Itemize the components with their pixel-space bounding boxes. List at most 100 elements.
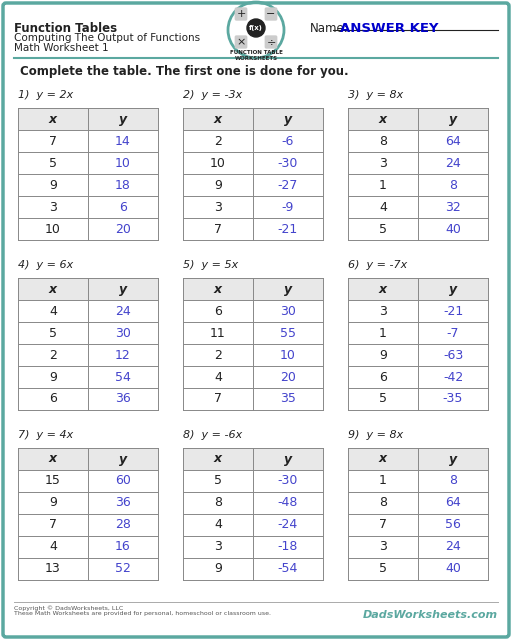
Text: 35: 35: [280, 392, 296, 406]
Text: ×: ×: [237, 37, 246, 47]
Bar: [183, 152, 323, 174]
Text: 20: 20: [115, 223, 131, 236]
Text: -63: -63: [443, 349, 463, 362]
Text: 60: 60: [115, 474, 131, 488]
Bar: [348, 366, 488, 388]
Bar: [183, 218, 323, 240]
Text: Name:: Name:: [310, 22, 349, 35]
Text: 7: 7: [49, 134, 57, 147]
Text: -27: -27: [278, 179, 298, 191]
Bar: [348, 388, 488, 410]
Bar: [348, 344, 488, 366]
Bar: [348, 300, 488, 322]
Text: 1: 1: [379, 179, 387, 191]
Text: -9: -9: [282, 200, 294, 214]
Text: 20: 20: [280, 371, 296, 383]
Bar: [18, 536, 158, 558]
Text: -42: -42: [443, 371, 463, 383]
Bar: [348, 470, 488, 492]
Text: -21: -21: [443, 305, 463, 317]
Text: -54: -54: [278, 563, 298, 575]
Text: 9: 9: [49, 497, 57, 509]
Text: 13: 13: [45, 563, 61, 575]
Bar: [18, 108, 158, 130]
Text: y: y: [449, 282, 457, 296]
Text: 7: 7: [49, 518, 57, 531]
Text: x: x: [379, 452, 387, 465]
Text: -48: -48: [278, 497, 298, 509]
Text: 9: 9: [214, 563, 222, 575]
Bar: [18, 278, 158, 300]
Text: 5)  y = 5x: 5) y = 5x: [183, 260, 238, 270]
Text: x: x: [214, 113, 222, 125]
Text: 40: 40: [445, 223, 461, 236]
Text: 14: 14: [115, 134, 131, 147]
Text: WORKSHEETS: WORKSHEETS: [234, 56, 278, 61]
Bar: [18, 152, 158, 174]
Text: -24: -24: [278, 518, 298, 531]
Text: FUNCTION TABLE: FUNCTION TABLE: [229, 50, 283, 55]
Bar: [183, 388, 323, 410]
Text: 4: 4: [379, 200, 387, 214]
Circle shape: [231, 5, 281, 55]
Bar: [183, 130, 323, 152]
Text: -18: -18: [278, 541, 298, 554]
Text: 5: 5: [379, 392, 387, 406]
Text: y: y: [119, 113, 127, 125]
Text: 7: 7: [379, 518, 387, 531]
Text: 8: 8: [214, 497, 222, 509]
Text: 36: 36: [115, 392, 131, 406]
Bar: [183, 108, 323, 130]
Text: 18: 18: [115, 179, 131, 191]
Text: 5: 5: [379, 223, 387, 236]
Text: 24: 24: [115, 305, 131, 317]
Text: 10: 10: [280, 349, 296, 362]
Bar: [18, 492, 158, 514]
Text: 12: 12: [115, 349, 131, 362]
Text: 15: 15: [45, 474, 61, 488]
Bar: [18, 218, 158, 240]
Text: 3)  y = 8x: 3) y = 8x: [348, 90, 403, 100]
Text: 9: 9: [49, 371, 57, 383]
Text: 6: 6: [119, 200, 127, 214]
Text: 8: 8: [379, 497, 387, 509]
Bar: [18, 174, 158, 196]
Text: 2)  y = -3x: 2) y = -3x: [183, 90, 242, 100]
Text: DadsWorksheets.com: DadsWorksheets.com: [363, 610, 498, 620]
Text: 3: 3: [379, 541, 387, 554]
Bar: [348, 278, 488, 300]
Text: 7: 7: [214, 223, 222, 236]
Bar: [183, 492, 323, 514]
Bar: [348, 196, 488, 218]
Circle shape: [247, 19, 265, 37]
Bar: [183, 448, 323, 470]
Text: 1: 1: [379, 326, 387, 339]
Bar: [348, 536, 488, 558]
Text: y: y: [449, 113, 457, 125]
Bar: [18, 322, 158, 344]
Text: x: x: [214, 282, 222, 296]
Text: y: y: [449, 452, 457, 465]
Text: 36: 36: [115, 497, 131, 509]
Text: x: x: [379, 113, 387, 125]
Text: 4: 4: [49, 305, 57, 317]
Text: 9: 9: [49, 179, 57, 191]
Text: 4)  y = 6x: 4) y = 6x: [18, 260, 73, 270]
Bar: [18, 388, 158, 410]
Text: 8: 8: [449, 474, 457, 488]
Text: 6)  y = -7x: 6) y = -7x: [348, 260, 407, 270]
Bar: [183, 514, 323, 536]
Text: 28: 28: [115, 518, 131, 531]
Text: 56: 56: [445, 518, 461, 531]
Text: 5: 5: [49, 157, 57, 170]
Text: 30: 30: [280, 305, 296, 317]
Text: 6: 6: [49, 392, 57, 406]
Bar: [348, 130, 488, 152]
Text: x: x: [214, 452, 222, 465]
Bar: [348, 492, 488, 514]
Bar: [18, 558, 158, 580]
Bar: [18, 196, 158, 218]
Text: x: x: [49, 113, 57, 125]
Text: 7: 7: [214, 392, 222, 406]
Text: 1: 1: [379, 474, 387, 488]
